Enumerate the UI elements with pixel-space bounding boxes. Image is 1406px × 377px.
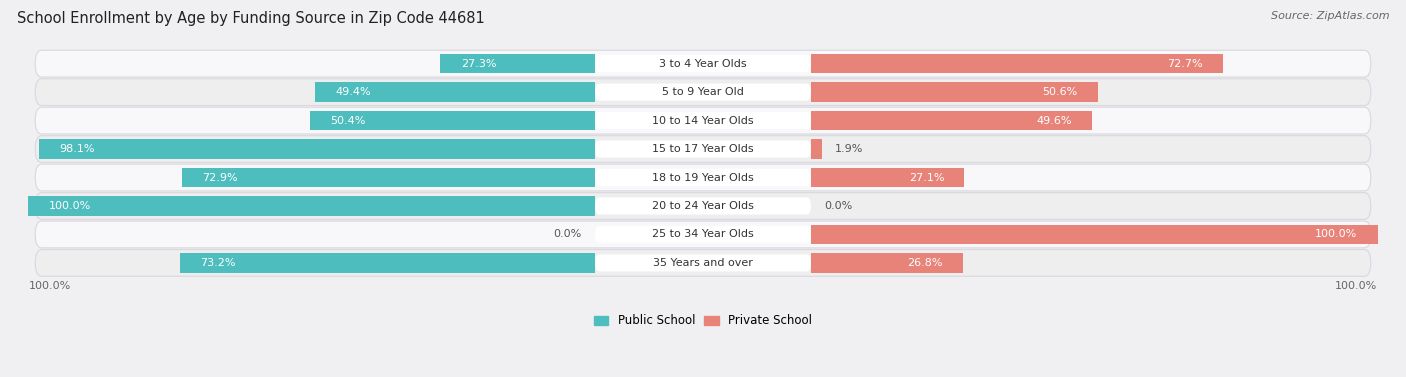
Bar [811, 168, 965, 187]
Text: 100.0%: 100.0% [1336, 280, 1378, 291]
Text: 27.1%: 27.1% [908, 173, 945, 182]
Text: 98.1%: 98.1% [59, 144, 96, 154]
Text: 72.9%: 72.9% [202, 173, 238, 182]
Bar [315, 83, 595, 102]
Bar [811, 253, 963, 273]
Text: Source: ZipAtlas.com: Source: ZipAtlas.com [1271, 11, 1389, 21]
Legend: Public School, Private School: Public School, Private School [593, 314, 813, 328]
Text: 10 to 14 Year Olds: 10 to 14 Year Olds [652, 116, 754, 126]
FancyBboxPatch shape [595, 55, 811, 72]
FancyBboxPatch shape [595, 169, 811, 186]
FancyBboxPatch shape [35, 193, 1371, 219]
FancyBboxPatch shape [35, 164, 1371, 191]
Text: 100.0%: 100.0% [49, 201, 91, 211]
Text: 73.2%: 73.2% [201, 258, 236, 268]
FancyBboxPatch shape [35, 250, 1371, 276]
Text: 49.6%: 49.6% [1036, 116, 1071, 126]
Text: 50.4%: 50.4% [330, 116, 366, 126]
Text: 18 to 19 Year Olds: 18 to 19 Year Olds [652, 173, 754, 182]
Text: 3 to 4 Year Olds: 3 to 4 Year Olds [659, 59, 747, 69]
Text: 20 to 24 Year Olds: 20 to 24 Year Olds [652, 201, 754, 211]
Bar [811, 225, 1378, 244]
Bar [180, 253, 595, 273]
Bar [811, 111, 1092, 130]
Text: 100.0%: 100.0% [1315, 230, 1357, 239]
Text: 1.9%: 1.9% [835, 144, 863, 154]
Bar [181, 168, 595, 187]
Bar [811, 54, 1223, 74]
FancyBboxPatch shape [595, 112, 811, 129]
Text: 50.6%: 50.6% [1042, 87, 1077, 97]
Bar [28, 196, 595, 216]
Text: 49.4%: 49.4% [336, 87, 371, 97]
FancyBboxPatch shape [35, 79, 1371, 106]
Text: 0.0%: 0.0% [824, 201, 852, 211]
FancyBboxPatch shape [35, 221, 1371, 248]
Text: School Enrollment by Age by Funding Source in Zip Code 44681: School Enrollment by Age by Funding Sour… [17, 11, 485, 26]
Bar [811, 139, 821, 159]
Text: 0.0%: 0.0% [554, 230, 582, 239]
Bar [309, 111, 595, 130]
Text: 15 to 17 Year Olds: 15 to 17 Year Olds [652, 144, 754, 154]
Text: 25 to 34 Year Olds: 25 to 34 Year Olds [652, 230, 754, 239]
Bar [811, 83, 1098, 102]
Bar [440, 54, 595, 74]
Text: 5 to 9 Year Old: 5 to 9 Year Old [662, 87, 744, 97]
FancyBboxPatch shape [595, 198, 811, 215]
Text: 27.3%: 27.3% [461, 59, 496, 69]
FancyBboxPatch shape [595, 141, 811, 158]
Text: 100.0%: 100.0% [28, 280, 70, 291]
FancyBboxPatch shape [595, 226, 811, 243]
Text: 35 Years and over: 35 Years and over [652, 258, 754, 268]
Text: 26.8%: 26.8% [907, 258, 942, 268]
FancyBboxPatch shape [35, 107, 1371, 134]
Text: 72.7%: 72.7% [1167, 59, 1202, 69]
FancyBboxPatch shape [35, 50, 1371, 77]
FancyBboxPatch shape [35, 136, 1371, 162]
FancyBboxPatch shape [595, 254, 811, 271]
Bar [39, 139, 595, 159]
FancyBboxPatch shape [595, 84, 811, 101]
